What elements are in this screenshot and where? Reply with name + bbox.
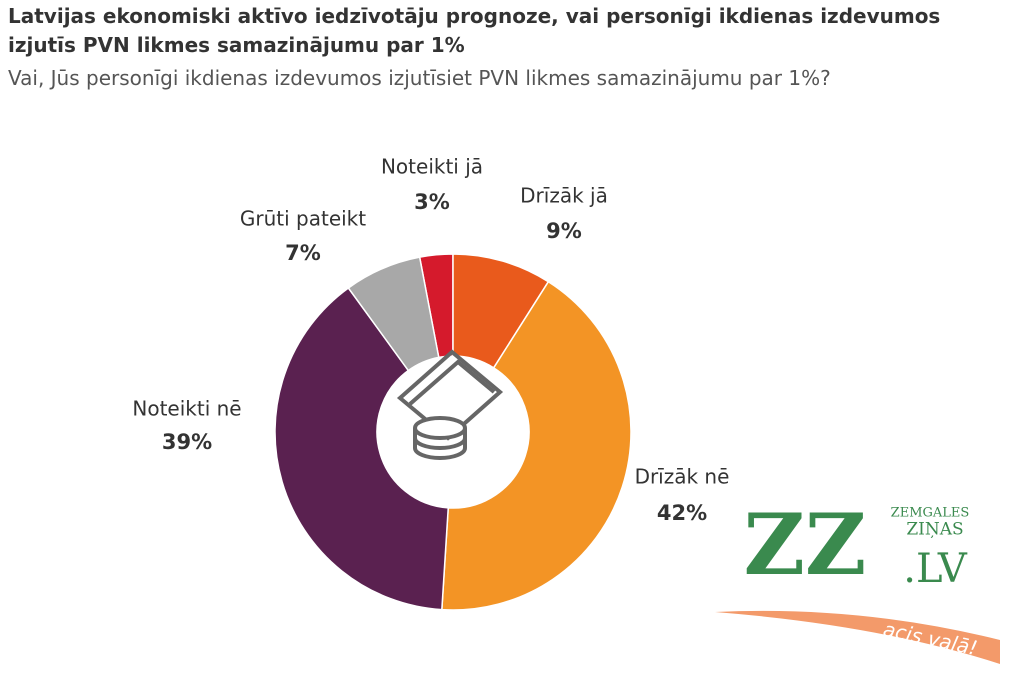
center-icon <box>396 349 504 460</box>
logo-swoosh <box>715 610 1000 664</box>
slice-label: Noteikti jā <box>381 155 483 179</box>
logo-domain: .LV <box>903 546 968 592</box>
slice-label: Drīzāk nē <box>635 465 730 489</box>
logo: ZZ .LV ZEMGALES ZIŅAS acis vaļā! <box>715 495 1000 664</box>
value-label: 42% <box>657 501 707 525</box>
logo-slogan: acis vaļā! <box>881 617 979 660</box>
value-label: 7% <box>285 241 321 265</box>
logo-name-top: ZEMGALES <box>891 506 970 521</box>
chart-title: Latvijas ekonomiski aktīvo iedzīvotāju p… <box>8 4 941 57</box>
value-label: 9% <box>546 219 582 243</box>
slice <box>441 280 632 611</box>
chart-subtitle: Vai, Jūs personīgi ikdienas izdevumos iz… <box>8 66 831 90</box>
donut <box>274 253 632 611</box>
logo-mark: ZZ <box>744 495 867 594</box>
slice <box>274 286 450 611</box>
value-label: 39% <box>162 430 212 454</box>
slice-label: Grūti pateikt <box>240 207 366 231</box>
value-label: 3% <box>414 190 450 214</box>
slice-label: Drīzāk jā <box>520 184 608 208</box>
slice-label: Noteikti nē <box>132 397 241 421</box>
slice <box>347 256 440 372</box>
logo-name-bottom: ZIŅAS <box>906 520 963 540</box>
